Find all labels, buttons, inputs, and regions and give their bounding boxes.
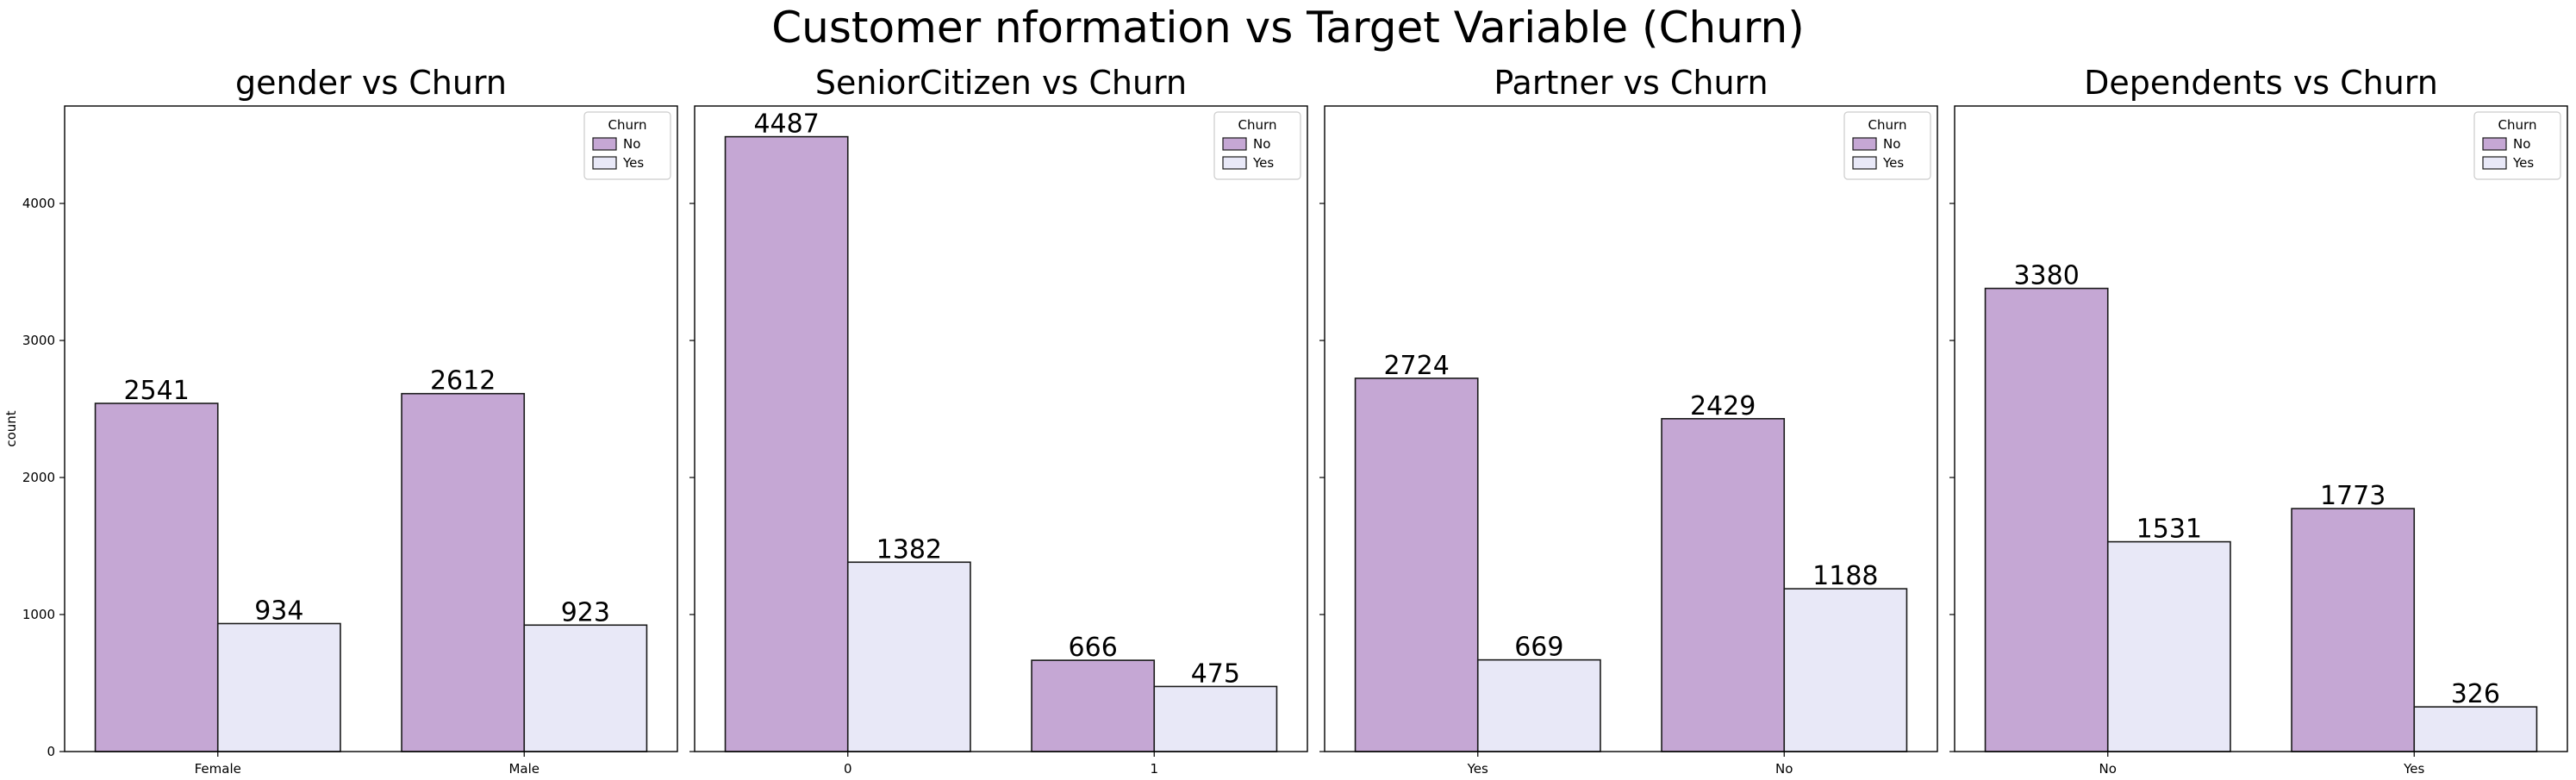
bar-no (1031, 659, 1156, 752)
legend-title: Churn (1238, 117, 1277, 133)
bar-yes (523, 624, 648, 752)
x-tick-label: Yes (2403, 761, 2424, 777)
legend-entry-no: No (623, 136, 640, 152)
legend-entry-yes: Yes (1252, 155, 1274, 171)
legend-swatch-yes (592, 156, 617, 170)
bar-value-label: 2429 (1690, 391, 1756, 421)
subplot-title: gender vs Churn (235, 64, 507, 102)
legend-title: Churn (2498, 117, 2537, 133)
axes-frame (1324, 105, 1938, 752)
legend-entry-no: No (1253, 136, 1270, 152)
legend-swatch-yes (2482, 156, 2507, 170)
bar-yes (846, 561, 971, 752)
figure-title: Customer nformation vs Target Variable (… (771, 3, 1805, 53)
bar-value-label: 1531 (2136, 515, 2202, 545)
bar-yes (2413, 706, 2538, 752)
x-tick-label: Female (195, 761, 241, 777)
bar-no (1354, 378, 1479, 752)
x-tick-label: 0 (844, 761, 852, 777)
subplot-title: SeniorCitizen vs Churn (815, 64, 1187, 102)
y-tick-label: 2000 (22, 470, 55, 485)
bar-value-label: 934 (254, 596, 303, 627)
legend-swatch-yes (1852, 156, 1877, 170)
y-tick-label: 1000 (22, 607, 55, 622)
bar-value-label: 3380 (2013, 261, 2079, 291)
legend-entry-no: No (2513, 136, 2530, 152)
legend-title: Churn (608, 117, 647, 133)
legend-entry-no: No (1883, 136, 1900, 152)
x-tick-label: 1 (1150, 761, 1158, 777)
legend-entry-yes: Yes (1882, 155, 1904, 171)
bar-yes (2106, 540, 2231, 752)
legend-swatch-no (1222, 137, 1247, 151)
x-tick-label: Male (508, 761, 540, 777)
bar-no (401, 392, 526, 752)
bar-yes (216, 622, 341, 752)
bar-yes (1783, 588, 1908, 752)
x-tick-label: No (2099, 761, 2117, 777)
y-axis-label: count (3, 410, 19, 446)
legend-swatch-yes (1222, 156, 1247, 170)
bar-no (1661, 418, 1786, 752)
bar-value-label: 326 (2451, 679, 2500, 709)
bar-value-label: 2724 (1383, 351, 1449, 381)
bar-value-label: 1773 (2320, 481, 2386, 511)
axes-frame (694, 105, 1308, 752)
bar-yes (1153, 685, 1278, 752)
bar-value-label: 2541 (123, 376, 189, 406)
bar-value-label: 475 (1191, 658, 1240, 689)
y-tick-label: 4000 (22, 196, 55, 211)
subplot-title: Partner vs Churn (1494, 64, 1768, 102)
bar-value-label: 4487 (753, 109, 819, 140)
bar-value-label: 669 (1514, 633, 1563, 663)
axes-frame (64, 105, 678, 752)
y-tick-label: 3000 (22, 333, 55, 348)
bar-no (1984, 287, 2109, 752)
legend-entry-yes: Yes (622, 155, 644, 171)
bar-value-label: 666 (1069, 633, 1118, 663)
bar-yes (1476, 658, 1601, 752)
axes-frame (1954, 105, 2568, 752)
bar-value-label: 1188 (1812, 561, 1878, 591)
subplot-title: Dependents vs Churn (2084, 64, 2438, 102)
bar-no (2291, 508, 2416, 752)
legend-title: Churn (1868, 117, 1907, 133)
legend-swatch-no (592, 137, 617, 151)
y-tick-label: 0 (47, 744, 55, 759)
bar-value-label: 2612 (430, 366, 496, 396)
legend-swatch-no (2482, 137, 2507, 151)
x-tick-label: Yes (1467, 761, 1488, 777)
bar-value-label: 1382 (876, 534, 942, 565)
bar-no (94, 402, 219, 752)
legend-swatch-no (1852, 137, 1877, 151)
legend-entry-yes: Yes (2512, 155, 2534, 171)
bar-no (724, 135, 849, 752)
bar-value-label: 923 (561, 597, 610, 627)
x-tick-label: No (1775, 761, 1793, 777)
